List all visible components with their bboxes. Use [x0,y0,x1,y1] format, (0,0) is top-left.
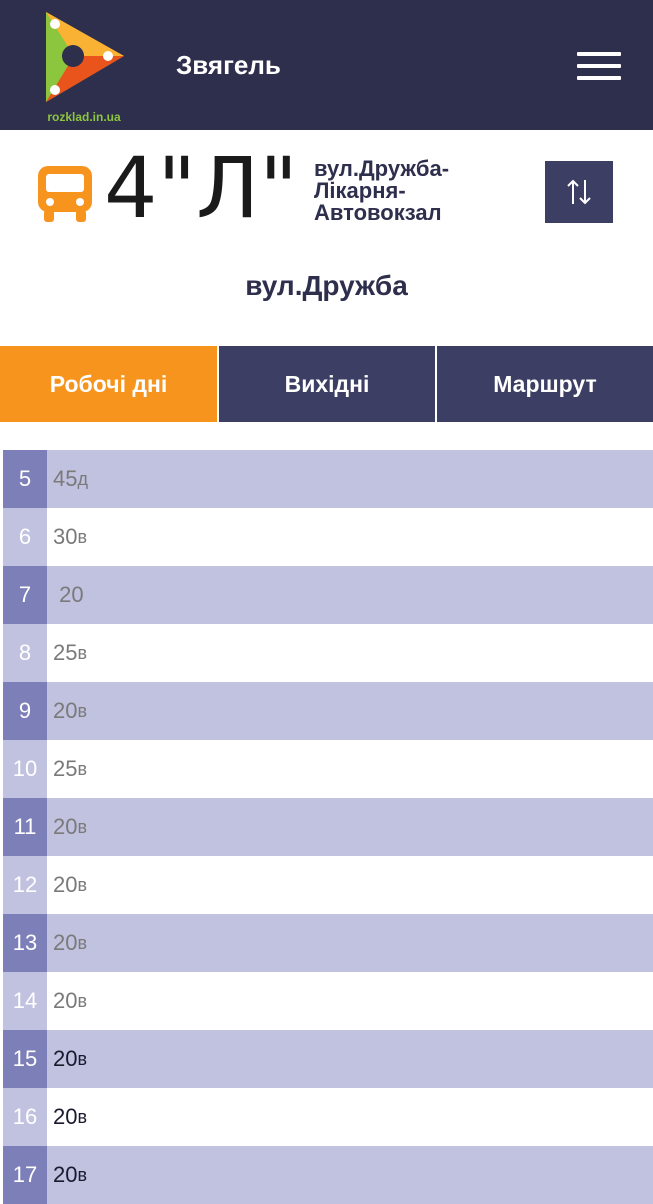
minute-value: 25 [53,640,78,665]
minute-value: 20 [53,582,84,607]
hour-cell: 14 [3,972,47,1030]
tab-weekends[interactable]: Вихідні [217,346,435,422]
minute-suffix: в [77,642,88,663]
route-number: 4"Л" [104,139,298,237]
minutes-cell[interactable]: 20 в [47,682,653,740]
minute-value: 20 [53,1104,78,1129]
stop-name: вул.Дружба [245,270,408,301]
minute-suffix: в [77,758,88,779]
minutes-cell[interactable]: 20 в [47,798,653,856]
minute-value: 20 [53,698,78,723]
hour-cell: 6 [3,508,47,566]
minute-value: 25 [53,756,78,781]
schedule-row: 17 20 в [3,1146,653,1204]
minutes-cell[interactable]: 30 в [47,508,653,566]
hour-cell: 17 [3,1146,47,1204]
schedule-row: 12 20 в [3,856,653,914]
minute-value: 20 [53,988,78,1013]
hour-cell: 16 [3,1088,47,1146]
minute-suffix: в [77,1048,88,1069]
bus-icon [38,162,92,224]
tab-weekdays[interactable]: Робочі дні [0,346,217,422]
minutes-cell[interactable]: 20 в [47,1030,653,1088]
hour-cell: 11 [3,798,47,856]
hour-cell: 15 [3,1030,47,1088]
minutes-cell[interactable]: 45 д [47,450,653,508]
schedule-table: 5 45 д 6 30 в 7 20 8 25 в 9 20 в 10 25 в 11 2… [3,450,653,1204]
city-title[interactable]: Звягель [176,50,281,80]
site-logo[interactable]: rozklad.in.ua [36,6,132,128]
schedule-row: 5 45 д [3,450,653,508]
minute-value: 20 [53,1046,78,1071]
schedule-row: 15 20 в [3,1030,653,1088]
minutes-cell[interactable]: 25 в [47,624,653,682]
hour-cell: 7 [3,566,47,624]
route-name-line: Автовокзал [314,200,442,225]
hour-cell: 9 [3,682,47,740]
minute-value: 30 [53,524,78,549]
schedule-row: 16 20 в [3,1088,653,1146]
route-name-line: вул.Дружба- [314,156,450,181]
minute-suffix: в [77,874,88,895]
minute-suffix: в [77,1164,88,1185]
logo-text: rozklad.in.ua [47,110,121,124]
route-name: вул.Дружба- Лікарня- Автовокзал [314,158,514,224]
schedule-row: 14 20 в [3,972,653,1030]
play-triangle-logo-icon [46,12,124,102]
minutes-cell[interactable]: 20 в [47,1146,653,1204]
hour-cell: 13 [3,914,47,972]
minutes-cell[interactable]: 20 в [47,972,653,1030]
schedule-row: 13 20 в [3,914,653,972]
app-header: rozklad.in.ua Звягель [0,0,653,130]
schedule-row: 6 30 в [3,508,653,566]
minute-suffix: в [77,526,88,547]
minute-suffix: д [77,468,88,489]
minute-value: 45 [53,466,78,491]
minute-suffix: в [77,990,88,1011]
minute-suffix: в [77,816,88,837]
minutes-cell[interactable]: 20 в [47,914,653,972]
hamburger-menu-icon[interactable] [577,52,621,80]
minute-suffix: в [77,700,88,721]
schedule-row: 11 20 в [3,798,653,856]
minutes-cell[interactable]: 20 в [47,856,653,914]
schedule-row: 7 20 [3,566,653,624]
schedule-tabs: Робочі дні Вихідні Маршрут [0,346,653,422]
hour-cell: 8 [3,624,47,682]
minutes-cell[interactable]: 25 в [47,740,653,798]
swap-direction-button[interactable] [545,161,613,223]
minute-value: 20 [53,930,78,955]
route-header: 4"Л" вул.Дружба- Лікарня- Автовокзал вул… [0,130,653,346]
route-name-line: Лікарня- [314,178,406,203]
schedule-row: 9 20 в [3,682,653,740]
minute-suffix: в [77,1106,88,1127]
hour-cell: 12 [3,856,47,914]
tab-route[interactable]: Маршрут [435,346,653,422]
minutes-cell[interactable]: 20 в [47,1088,653,1146]
hour-cell: 5 [3,450,47,508]
schedule-row: 8 25 в [3,624,653,682]
swap-direction-icon [567,179,591,205]
minute-value: 20 [53,814,78,839]
schedule-row: 10 25 в [3,740,653,798]
minutes-cell[interactable]: 20 [47,566,653,624]
minute-suffix: в [77,932,88,953]
minute-value: 20 [53,872,78,897]
minute-value: 20 [53,1162,78,1187]
hour-cell: 10 [3,740,47,798]
